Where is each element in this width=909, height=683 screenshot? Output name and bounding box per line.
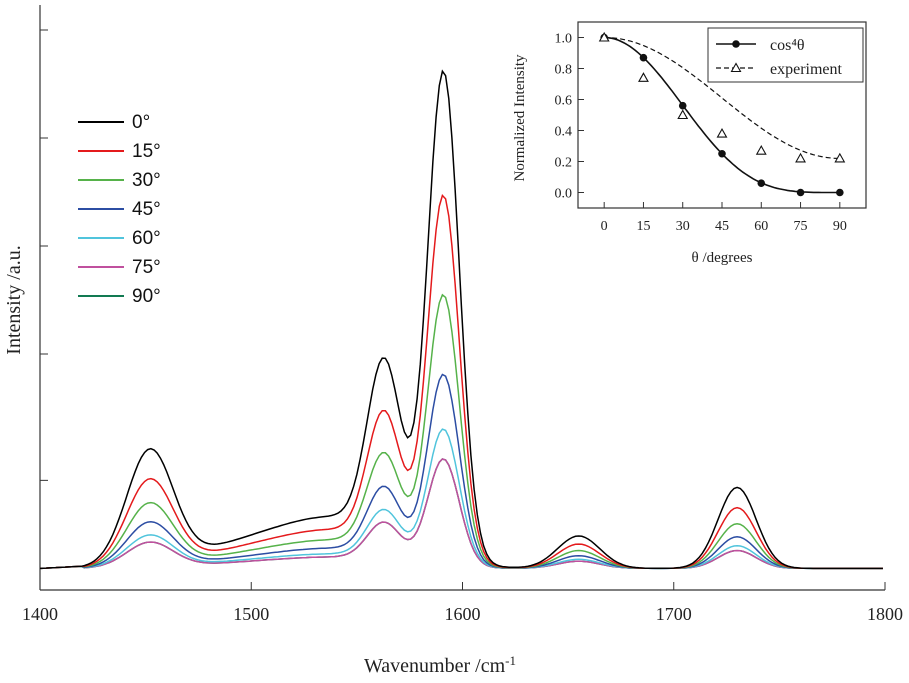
experiment-point — [598, 31, 610, 42]
cos4-point — [796, 188, 805, 197]
cos4-point — [718, 149, 726, 158]
spectrum-line — [39, 293, 883, 570]
inset-x-tick-label: 0 — [601, 219, 608, 234]
inset-y-tick-label: 1.0 — [555, 32, 573, 47]
main-x-tick-label: 1800 — [867, 604, 903, 624]
legend-label: 0° — [132, 112, 150, 133]
inset-y-label: Normalized Intensity — [512, 54, 528, 182]
inset-x-tick-label: 30 — [676, 219, 690, 234]
inset-y-tick-label: 0.6 — [555, 94, 573, 109]
cos4-point — [757, 179, 766, 187]
legend-label: 30° — [132, 170, 161, 191]
inset: 0 15 30 45 60 75 90 0.0 0.2 0.4 0.6 0.8 1.0 cos⁴θ exp… — [512, 21, 867, 266]
main-legend: 0° 15° 30° 45° 60° 75° 90° — [78, 112, 161, 307]
experiment-point — [795, 152, 806, 163]
spectrum-line — [39, 458, 883, 570]
experiment-point — [834, 152, 846, 163]
inset-x-tick-label: 75 — [794, 219, 808, 234]
inset-y-tick-label: 0.2 — [555, 156, 573, 171]
legend-label: 60° — [132, 228, 161, 249]
main-y-label: Intensity /a.u. — [3, 245, 25, 354]
main-x-tick-label: 1600 — [445, 604, 481, 624]
main-x-tick-label: 1500 — [233, 604, 269, 624]
inset-legend-box — [707, 27, 864, 83]
spectrum-line — [39, 69, 883, 570]
main-x-label: Wavenumber /cm-1 — [364, 653, 516, 677]
legend-label: 45° — [132, 199, 161, 220]
main-x-tick-label: 1400 — [22, 604, 58, 624]
inset-x-tick-label: 90 — [833, 219, 847, 234]
legend-label: 75° — [132, 257, 161, 278]
experiment-point — [677, 109, 689, 120]
spectrum-line — [39, 194, 883, 570]
inset-x-tick-label: 45 — [715, 219, 729, 234]
experiment-point — [716, 127, 728, 138]
inset-legend-marker — [730, 62, 742, 73]
inset-x-tick-label: 15 — [636, 219, 650, 234]
legend-label: 90° — [132, 286, 161, 307]
main-x-tick-label: 1700 — [656, 604, 692, 624]
main-series — [39, 69, 883, 570]
experiment-point — [638, 72, 649, 82]
cos4-point — [836, 188, 844, 197]
experiment-point — [755, 145, 767, 155]
experiment-curve — [604, 36, 840, 159]
inset-x-label: θ /degrees — [692, 250, 753, 266]
cos4-point — [678, 101, 687, 110]
spectrum-line — [39, 373, 883, 570]
main-ticks: 1400 1500 1600 1700 1800 — [22, 29, 903, 624]
legend-label: 15° — [132, 141, 161, 162]
inset-y-tick-label: 0.8 — [555, 63, 573, 78]
inset-y-tick-label: 0.4 — [555, 125, 573, 140]
inset-legend: cos⁴θ experiment — [707, 27, 864, 83]
inset-legend-marker — [732, 40, 740, 48]
cos4-point — [639, 53, 648, 62]
inset-y-tick-label: 0.0 — [555, 187, 573, 202]
inset-x-tick-label: 60 — [754, 219, 768, 234]
inset-series — [598, 31, 846, 197]
spectrum-line — [39, 428, 883, 570]
inset-legend-label: cos⁴θ — [770, 37, 805, 54]
inset-legend-label: experiment — [770, 61, 843, 78]
inset-ticks: 0 15 30 45 60 75 90 0.0 0.2 0.4 0.6 0.8 1.0 — [555, 32, 847, 235]
